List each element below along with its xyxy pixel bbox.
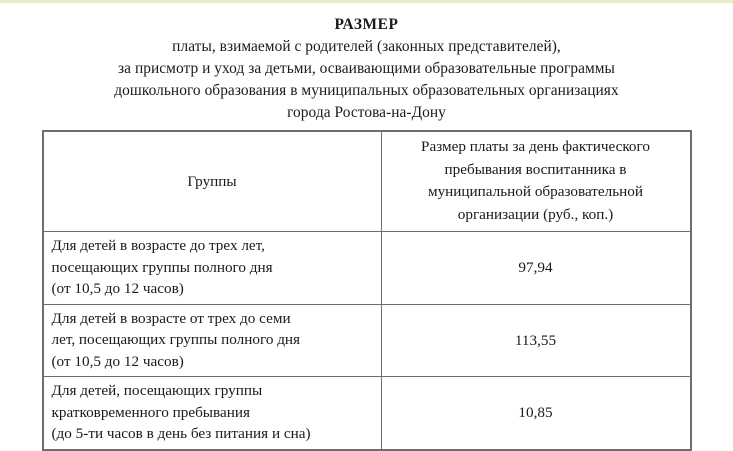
table-header-amount: Размер платы за день фактического пребыв… — [380, 130, 691, 232]
table-header-amount-line-4: организации (руб., коп.) — [457, 205, 614, 223]
group-description-cell: Для детей, посещающих группы кратковреме… — [42, 376, 382, 450]
table-row: Для детей в возрасте от трех до семи лет… — [42, 303, 691, 377]
table-header-row: Группы Размер платы за день фактического… — [42, 130, 691, 232]
table-header-groups: Группы — [42, 130, 382, 232]
document-subtitle-line-3: дошкольного образования в муниципальных … — [114, 82, 619, 99]
table-header-amount-line-3: муниципальной образовательной — [427, 183, 644, 200]
group-description-cell: Для детей в возрасте от трех до семи лет… — [42, 303, 382, 377]
group-line: Для детей, посещающих группы — [51, 382, 263, 399]
amount-cell: 97,94 — [380, 231, 691, 305]
group-line: посещающих группы полного дня — [51, 258, 273, 276]
amount-cell: 10,85 — [380, 376, 691, 450]
group-description-cell: Для детей в возрасте до трех лет, посеща… — [42, 231, 382, 305]
group-line: (от 10,5 до 12 часов) — [51, 352, 184, 370]
document-subtitle-line-2: за присмотр и уход за детьми, осваивающи… — [118, 60, 615, 77]
table-header-amount-line-1: Размер платы за день фактического — [421, 138, 650, 155]
amount-cell: 113,55 — [380, 303, 691, 377]
group-line: Для детей в возрасте от трех до семи — [51, 309, 291, 327]
group-line: (от 10,5 до 12 часов) — [51, 280, 184, 297]
document-title-block: РАЗМЕР платы, взимаемой с родителей (зак… — [0, 3, 733, 124]
group-line: кратковременного пребывания — [51, 403, 250, 421]
top-edge-strip — [0, 0, 733, 3]
group-line: Для детей в возрасте до трех лет, — [51, 237, 265, 254]
table-row: Для детей, посещающих группы кратковреме… — [42, 376, 691, 450]
document-page: РАЗМЕР платы, взимаемой с родителей (зак… — [0, 3, 733, 451]
document-subtitle-line-4: города Ростова-на-Дону — [287, 104, 446, 121]
table-header-amount-line-2: пребывания воспитанника в — [444, 160, 627, 178]
document-subtitle-line-1: платы, взимаемой с родителей (законных п… — [172, 38, 561, 55]
document-heading: РАЗМЕР — [334, 16, 399, 33]
table-row: Для детей в возрасте до трех лет, посеща… — [42, 231, 691, 305]
group-line: лет, посещающих группы полного дня — [51, 331, 301, 348]
fee-table: Группы Размер платы за день фактического… — [41, 130, 692, 451]
